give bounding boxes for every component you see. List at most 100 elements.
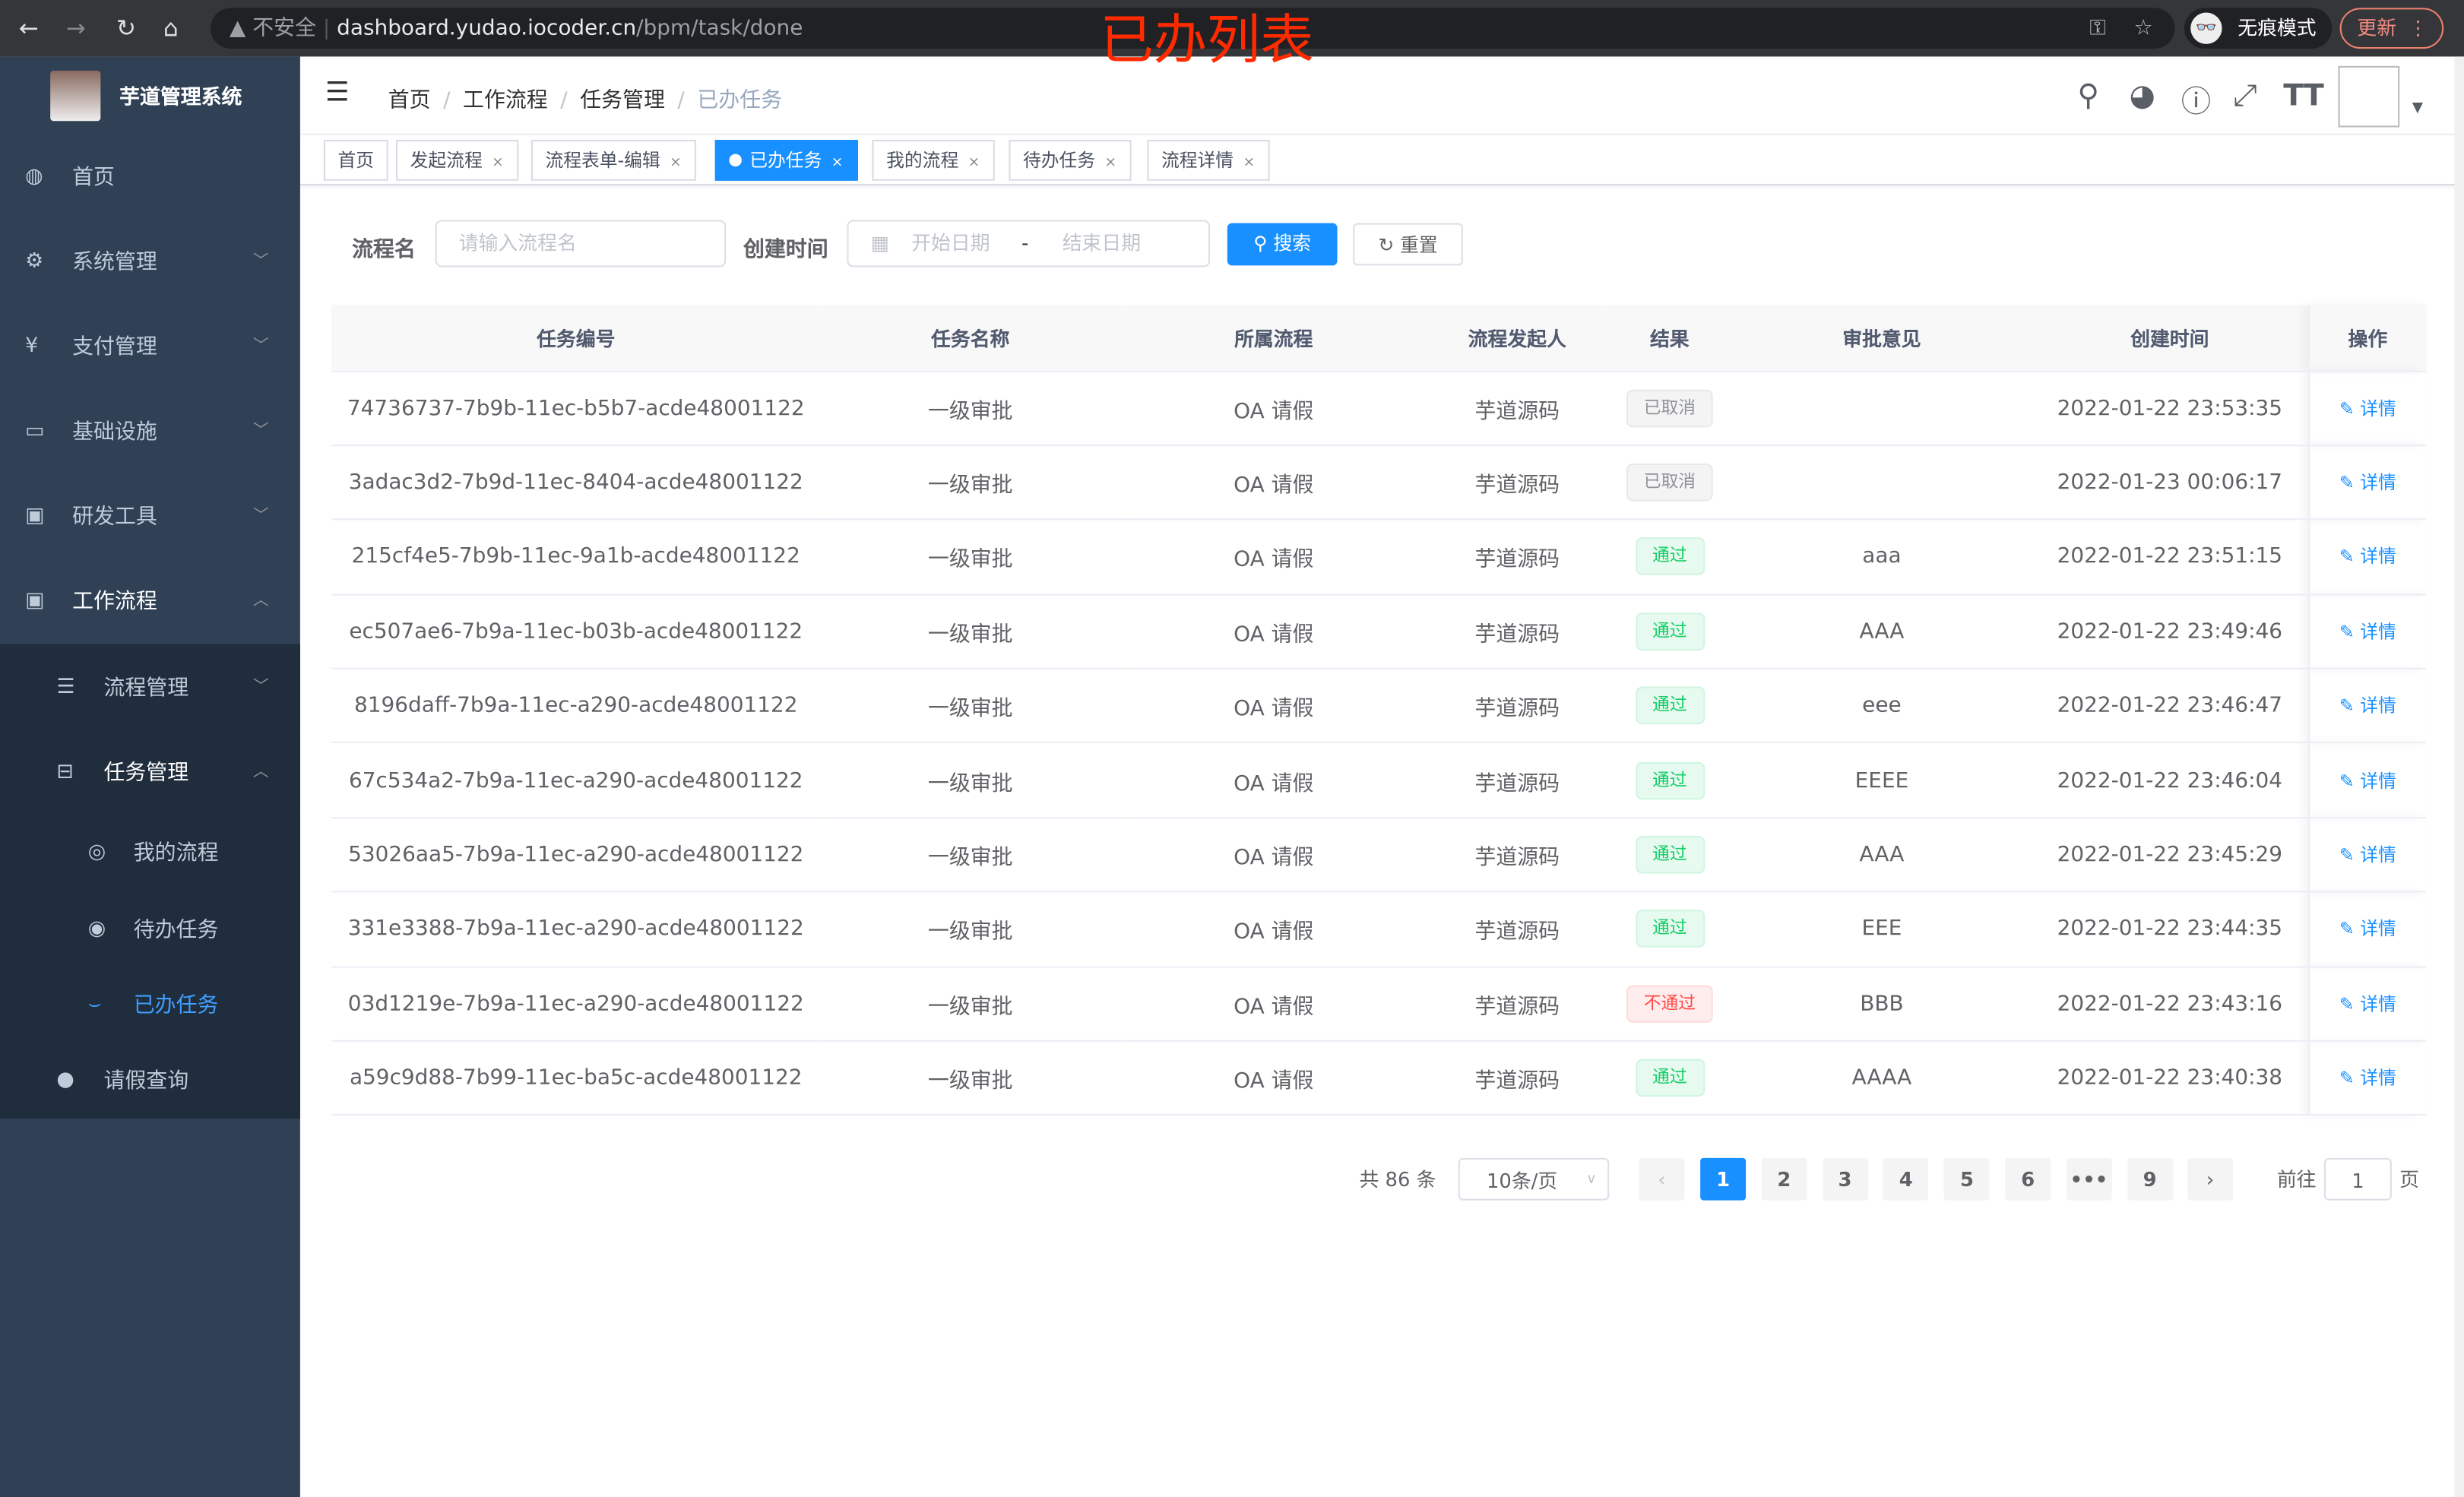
cell: OA 请假 <box>1120 817 1427 893</box>
fullscreen-icon[interactable]: ⤢ <box>2233 78 2257 113</box>
cell: EEEE <box>1731 742 2032 818</box>
detail-link[interactable]: 详情 <box>2360 918 2396 941</box>
address-bar[interactable]: ▲ 不安全 | dashboard.yudao.iocoder.cn/bpm/t… <box>211 8 2175 49</box>
page-button[interactable]: 2 <box>1761 1157 1807 1201</box>
page-button[interactable]: 6 <box>2005 1157 2051 1201</box>
search-icon[interactable]: ⚲ <box>2077 78 2100 113</box>
close-icon[interactable]: × <box>831 155 844 172</box>
cell-text: 芋道源码 <box>1474 845 1560 871</box>
forward-icon[interactable]: → <box>65 14 86 43</box>
page-button[interactable]: 1 <box>1700 1157 1747 1201</box>
page-button[interactable]: 5 <box>1944 1157 1990 1201</box>
sidebar-item-home[interactable]: ◍ 首页 <box>0 135 300 220</box>
cell: ✎ 详情 <box>2307 445 2427 521</box>
chevron-down-icon: ﹀ <box>252 423 269 440</box>
detail-link[interactable]: 详情 <box>2360 1067 2396 1090</box>
sidebar-item-task-manage[interactable]: ⊟ 任务管理 ︿ <box>0 735 300 811</box>
cell: 2022-01-22 23:49:46 <box>2032 593 2309 669</box>
avatar[interactable] <box>2338 65 2400 128</box>
warning-icon: ▲ <box>229 15 253 41</box>
home-icon[interactable]: ⌂ <box>163 14 179 43</box>
date-range-input[interactable]: ▦ 开始日期 - 结束日期 <box>847 220 1211 267</box>
yen-icon: ¥ <box>25 334 39 359</box>
browser-toolbar: ← → ↻ ⌂ ▲ 不安全 | dashboard.yudao.iocoder.… <box>0 0 2464 57</box>
table-row: 03d1219e-7b9a-11ec-a290-acde48001122 一级审批… <box>331 966 2427 1042</box>
detail-link[interactable]: 详情 <box>2360 620 2396 643</box>
detail-link[interactable]: 详情 <box>2360 695 2396 717</box>
tag-my-process[interactable]: 我的流程 × <box>872 140 994 181</box>
prev-page-button[interactable]: ‹ <box>1639 1157 1685 1201</box>
tag-todo[interactable]: 待办任务 × <box>1009 140 1131 181</box>
cell: OA 请假 <box>1120 966 1427 1042</box>
incognito-badge[interactable]: 👓 无痕模式 <box>2184 8 2333 49</box>
close-icon[interactable]: × <box>968 155 980 172</box>
table-row: 3adac3d2-7b9d-11ec-8404-acde48001122 一级审批… <box>331 445 2427 521</box>
sidebar-item-system[interactable]: ⚙ 系统管理 ﹀ <box>0 220 300 305</box>
cell-text: OA 请假 <box>1234 622 1314 647</box>
dashboard-icon: ◍ <box>25 165 43 189</box>
crumb-home[interactable]: 首页 <box>388 87 431 113</box>
sidebar-item-infra[interactable]: ▭ 基础设施 ﹀ <box>0 390 300 475</box>
page-button[interactable]: ••• <box>2066 1157 2112 1201</box>
github-icon[interactable]: ◕ <box>2129 78 2155 113</box>
hamburger-icon[interactable]: ☰ <box>325 77 350 109</box>
chat-icon: ◎ <box>87 840 106 865</box>
tag-start-process[interactable]: 发起流程 × <box>396 140 518 181</box>
sidebar-item-workflow[interactable]: ▣ 工作流程 ︿ <box>0 559 300 644</box>
sidebar-item-leave[interactable]: ● 请假查询 <box>0 1043 300 1119</box>
key-icon[interactable]: ⚿ <box>2089 15 2106 41</box>
page-size-select[interactable]: 10条/页 ∨ <box>1458 1157 1610 1201</box>
cell: 2022-01-22 23:43:16 <box>2032 966 2309 1042</box>
sidebar-item-todo[interactable]: ◉ 待办任务 <box>0 892 300 968</box>
process-name-input[interactable]: 请输入流程名 <box>435 220 727 267</box>
close-icon[interactable]: × <box>670 155 682 172</box>
back-icon[interactable]: ← <box>18 14 39 43</box>
detail-link[interactable]: 详情 <box>2360 843 2396 866</box>
close-icon[interactable]: × <box>1243 155 1256 172</box>
page-button[interactable]: 3 <box>1822 1157 1868 1201</box>
star-icon[interactable]: ☆ <box>2133 15 2153 41</box>
page-button[interactable]: 4 <box>1883 1157 1929 1201</box>
detail-link[interactable]: 详情 <box>2360 397 2396 419</box>
reload-icon[interactable]: ↻ <box>116 14 137 43</box>
page-button[interactable]: 9 <box>2127 1157 2173 1201</box>
end-date[interactable]: 结束日期 <box>1062 230 1142 255</box>
cell: 3adac3d2-7b9d-11ec-8404-acde48001122 <box>331 445 821 521</box>
crumb-task[interactable]: 任务管理 <box>580 87 665 113</box>
cell-text: 一级审批 <box>927 771 1013 796</box>
scrollbar[interactable] <box>2454 56 2464 1497</box>
crumb-workflow[interactable]: 工作流程 <box>463 87 548 113</box>
reset-button[interactable]: ↻ 重置 <box>1353 223 1463 266</box>
font-size-icon[interactable]: ꓔT <box>2283 78 2324 113</box>
goto-page-input[interactable]: 1 <box>2323 1157 2392 1201</box>
tag-form-edit[interactable]: 流程表单-编辑 × <box>530 140 696 181</box>
cell: 芋道源码 <box>1427 817 1608 893</box>
status-badge: 通过 <box>1635 910 1705 948</box>
detail-link[interactable]: 详情 <box>2360 992 2396 1015</box>
cell: 53026aa5-7b9a-11ec-a290-acde48001122 <box>331 817 821 893</box>
detail-link[interactable]: 详情 <box>2360 471 2396 494</box>
next-page-button[interactable]: › <box>2187 1157 2234 1201</box>
sidebar-item-process-manage[interactable]: ☰ 流程管理 ﹀ <box>0 650 300 726</box>
close-icon[interactable]: × <box>1104 155 1117 172</box>
cell: AAA <box>1731 593 2032 669</box>
start-date[interactable]: 开始日期 <box>911 230 990 255</box>
detail-link[interactable]: 详情 <box>2360 769 2396 792</box>
detail-link[interactable]: 详情 <box>2360 546 2396 568</box>
search-button[interactable]: ⚲ 搜索 <box>1227 223 1338 266</box>
cell: 一级审批 <box>820 370 1121 446</box>
close-icon[interactable]: × <box>492 155 504 172</box>
cell: ✎ 详情 <box>2307 742 2427 818</box>
help-icon[interactable]: ⓘ <box>2181 84 2212 120</box>
update-button[interactable]: 更新 ⋮ <box>2339 8 2444 49</box>
sidebar-item-pay[interactable]: ¥ 支付管理 ﹀ <box>0 305 300 390</box>
tag-detail[interactable]: 流程详情 × <box>1147 140 1269 181</box>
sidebar-item-dev[interactable]: ▣ 研发工具 ﹀ <box>0 474 300 559</box>
search-icon: ⚲ <box>1253 233 1274 255</box>
sidebar-item-my-process[interactable]: ◎ 我的流程 <box>0 815 300 891</box>
sidebar-item-done[interactable]: ⌣ 已办任务 <box>0 967 300 1043</box>
tag-home[interactable]: 首页 <box>323 140 388 181</box>
status-badge: 已取消 <box>1626 389 1713 427</box>
tag-done[interactable]: 已办任务 × <box>714 140 857 181</box>
caret-down-icon[interactable]: ▼ <box>2412 100 2424 117</box>
